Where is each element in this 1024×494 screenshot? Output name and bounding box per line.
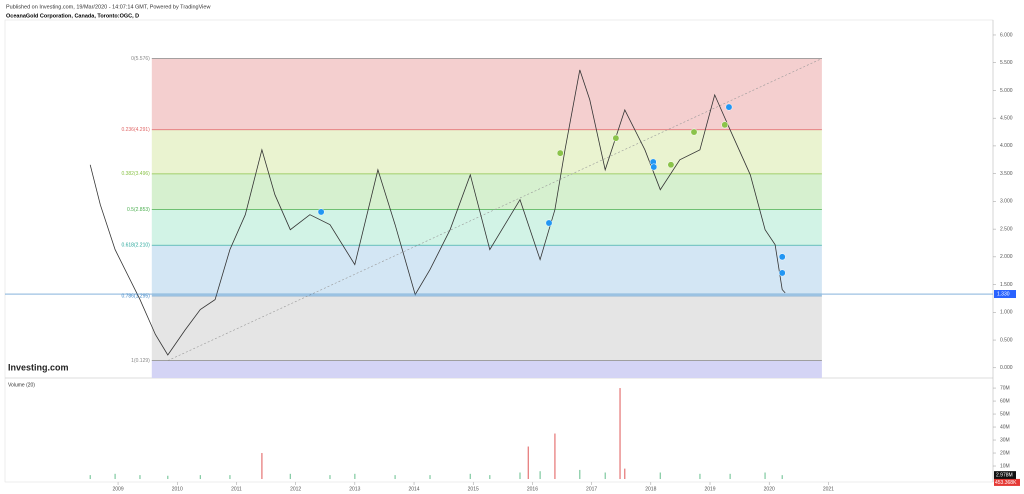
volume-bar [604,472,606,480]
y-tick-label: 3.500 [1000,171,1013,177]
event-marker [612,134,620,142]
fib-label: 0(5.576) [131,56,150,62]
volume-bar [539,471,541,480]
event-marker [545,219,553,227]
volume-bar [469,473,471,480]
fib-label: 1(0.129) [131,358,150,364]
volume-bar [619,388,621,480]
x-tick-label: 2017 [586,486,597,492]
x-tick-label: 2021 [823,486,834,492]
volume-ma-box [994,478,1020,486]
y-tick-label: 0.500 [1000,337,1013,343]
fib-label: 0.236(4.291) [121,127,150,133]
y-tick-label: 1.000 [1000,310,1013,316]
y-tick-label: 70M [1000,385,1010,391]
x-tick-label: 2016 [527,486,538,492]
published-note: Published on Investing.com, 19/Mar/2020 … [6,4,210,10]
x-tick-label: 2015 [468,486,479,492]
fib-label: 0.786(1.295) [121,293,150,299]
volume-bar [354,473,356,480]
fib-label: 0.5(2.853) [127,207,150,213]
fib-label: 0.618(2.210) [121,243,150,249]
volume-bar [89,475,91,480]
volume-bar [659,472,661,480]
volume-bar [489,475,491,480]
y-tick-label: 6.000 [1000,32,1013,38]
fib-band [151,360,822,378]
volume-bar [554,433,556,480]
volume-bar [114,473,116,480]
y-tick-label: 1.500 [1000,282,1013,288]
volume-bar [579,469,581,480]
x-tick-label: 2011 [231,486,242,492]
x-tick-label: 2018 [645,486,656,492]
y-tick-label: 4.000 [1000,143,1013,149]
x-tick-label: 2012 [290,486,301,492]
volume-bar [729,473,731,480]
volume-bar [394,475,396,480]
volume-bar [429,475,431,480]
volume-bar [519,472,521,480]
y-tick-label: 3.000 [1000,199,1013,205]
volume-bar [781,475,783,480]
x-tick-label: 2020 [764,486,775,492]
last-volume-label: 2.978M [996,472,1013,478]
last-price-label: 1.330 [997,291,1010,297]
event-marker [650,163,658,171]
fib-band [151,245,822,296]
x-tick-label: 2014 [408,486,419,492]
x-tick-label: 2010 [172,486,183,492]
price-line [89,69,786,356]
event-marker [667,161,675,169]
y-tick-label: 30M [1000,437,1010,443]
x-tick-label: 2019 [704,486,715,492]
y-tick-label: 50M [1000,411,1010,417]
volume-bar [527,446,529,480]
y-tick-label: 2.000 [1000,254,1013,260]
fib-band [151,295,822,361]
event-marker [556,149,564,157]
y-tick-label: 40M [1000,424,1010,430]
volume-title: Volume (20) [8,382,35,388]
event-marker [317,208,325,216]
fib-band [151,58,822,130]
y-tick-label: 5.500 [1000,60,1013,66]
volume-bar [229,475,231,480]
volume-bar [624,468,626,480]
y-tick-label: 0.000 [1000,365,1013,371]
fib-band [151,173,822,210]
fib-band [151,209,822,246]
x-tick-label: 2009 [112,486,123,492]
last-volume-box [994,471,1016,480]
y-tick-label: 5.000 [1000,88,1013,94]
volume-ma-label: 453.368K [995,480,1017,486]
x-tick-label: 2013 [349,486,360,492]
fib-trendline [167,58,823,361]
symbol-title: OceanaGold Corporation, Canada, Toronto:… [6,13,139,19]
event-marker [778,269,786,277]
y-tick-label: 10M [1000,463,1010,469]
volume-bar [199,475,201,480]
y-tick-label: 20M [1000,450,1010,456]
volume-bar [289,473,291,480]
volume-bar [139,475,141,480]
volume-bar [329,475,331,480]
event-marker [778,253,786,261]
y-tick-label: 4.500 [1000,116,1013,122]
y-tick-label: 60M [1000,398,1010,404]
volume-bar [261,453,263,480]
fib-label: 0.382(3.496) [121,171,150,177]
fib-band [151,129,822,174]
last-price-box [994,290,1016,299]
volume-bar [699,473,701,480]
y-tick-label: 2.500 [1000,226,1013,232]
event-marker [690,128,698,136]
volume-bar [764,472,766,480]
event-marker [725,103,733,111]
volume-bar [167,475,169,480]
watermark: Investing.com [8,362,69,372]
event-marker [721,121,729,129]
